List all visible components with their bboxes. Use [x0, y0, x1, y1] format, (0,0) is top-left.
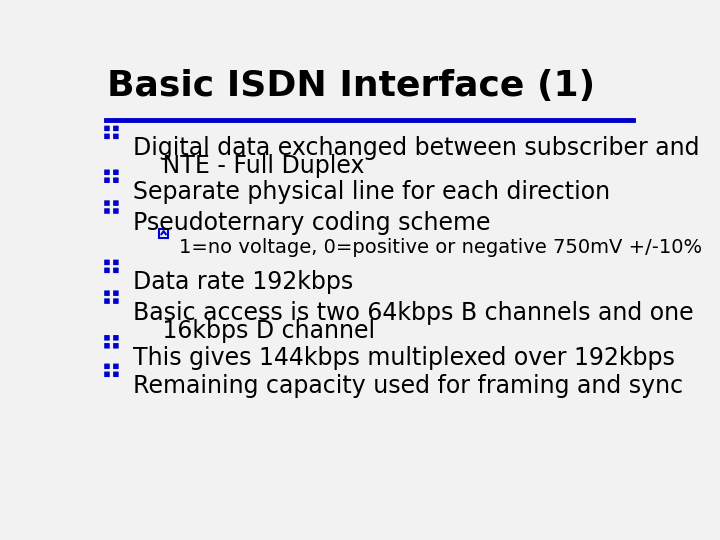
- FancyBboxPatch shape: [113, 208, 119, 214]
- FancyBboxPatch shape: [113, 363, 119, 369]
- Text: Basic ISDN Interface (1): Basic ISDN Interface (1): [107, 69, 595, 103]
- FancyBboxPatch shape: [113, 343, 119, 348]
- FancyBboxPatch shape: [104, 200, 109, 206]
- FancyBboxPatch shape: [113, 268, 119, 273]
- FancyBboxPatch shape: [104, 299, 109, 304]
- FancyBboxPatch shape: [113, 335, 119, 341]
- Bar: [159, 229, 168, 238]
- FancyBboxPatch shape: [113, 170, 119, 175]
- FancyBboxPatch shape: [104, 178, 109, 183]
- FancyBboxPatch shape: [113, 299, 119, 304]
- FancyBboxPatch shape: [113, 133, 119, 139]
- FancyBboxPatch shape: [104, 268, 109, 273]
- FancyBboxPatch shape: [113, 372, 119, 377]
- Text: Pseudoternary coding scheme: Pseudoternary coding scheme: [132, 211, 490, 235]
- FancyBboxPatch shape: [113, 126, 119, 131]
- Text: Separate physical line for each direction: Separate physical line for each directio…: [132, 180, 610, 204]
- Text: Data rate 192kbps: Data rate 192kbps: [132, 271, 353, 294]
- FancyBboxPatch shape: [113, 260, 119, 265]
- FancyBboxPatch shape: [104, 126, 109, 131]
- FancyBboxPatch shape: [113, 291, 119, 296]
- Text: 16kbps D channel: 16kbps D channel: [140, 319, 376, 343]
- FancyBboxPatch shape: [113, 200, 119, 206]
- FancyBboxPatch shape: [104, 208, 109, 214]
- FancyBboxPatch shape: [104, 291, 109, 296]
- FancyBboxPatch shape: [104, 260, 109, 265]
- Text: 1=no voltage, 0=positive or negative 750mV +/-10%: 1=no voltage, 0=positive or negative 750…: [179, 238, 702, 257]
- Text: This gives 144kbps multiplexed over 192kbps: This gives 144kbps multiplexed over 192k…: [132, 346, 675, 370]
- Text: NTE - Full Duplex: NTE - Full Duplex: [140, 154, 365, 178]
- FancyBboxPatch shape: [104, 372, 109, 377]
- FancyBboxPatch shape: [113, 178, 119, 183]
- FancyBboxPatch shape: [104, 363, 109, 369]
- Text: Basic access is two 64kbps B channels and one: Basic access is two 64kbps B channels an…: [132, 301, 693, 325]
- Text: Digital data exchanged between subscriber and: Digital data exchanged between subscribe…: [132, 137, 699, 160]
- FancyBboxPatch shape: [104, 343, 109, 348]
- FancyBboxPatch shape: [104, 335, 109, 341]
- FancyBboxPatch shape: [104, 133, 109, 139]
- Text: Remaining capacity used for framing and sync: Remaining capacity used for framing and …: [132, 374, 683, 399]
- FancyBboxPatch shape: [104, 170, 109, 175]
